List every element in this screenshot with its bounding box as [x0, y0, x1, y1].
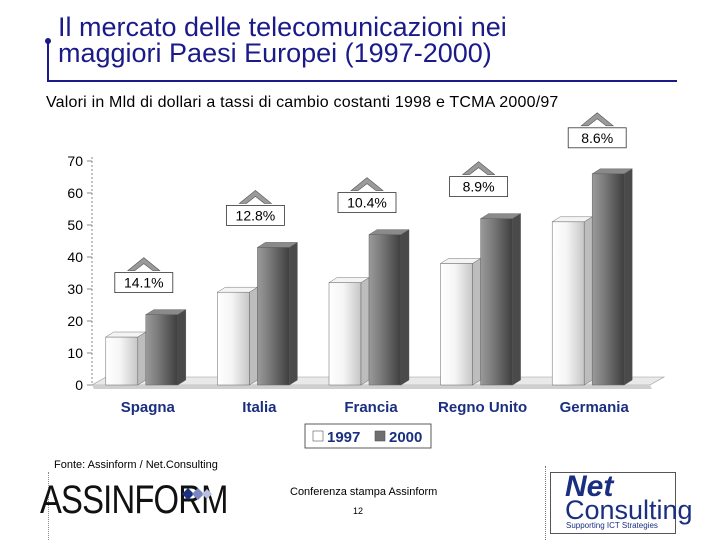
bar-2000-top	[256, 242, 299, 248]
y-tick-label: 10	[67, 345, 83, 361]
bar-2000-side	[177, 309, 187, 386]
assinform-logo-mark-icon	[182, 488, 212, 500]
netconsulting-tagline: Supporting ICT Strategies	[566, 521, 658, 530]
bar-2000-side	[289, 242, 298, 386]
assinform-logo: ASSINFORM	[40, 478, 228, 522]
y-tick-label: 60	[67, 185, 83, 201]
x-category-label: Italia	[242, 399, 277, 416]
page-title: Il mercato delle telecomunicazioni nei m…	[58, 12, 698, 68]
title-rule-vertical	[47, 40, 49, 80]
netconsulting-logo-consulting: Consulting	[565, 495, 693, 525]
growth-label-box	[449, 176, 509, 198]
growth-arrow-icon	[350, 177, 384, 191]
bar-1997-side	[360, 277, 370, 386]
growth-arrow-icon	[238, 190, 273, 204]
chart-subtitle: Valori in Mld di dollari a tassi di camb…	[46, 94, 559, 111]
bar-1997	[217, 291, 250, 386]
bar-2000-side	[624, 168, 633, 386]
bar-1997-side	[249, 286, 258, 386]
page-number: 12	[353, 506, 364, 516]
x-category-label: Spagna	[121, 399, 176, 416]
y-tick-label: 0	[75, 377, 83, 393]
growth-label: 14.1%	[124, 275, 164, 291]
bar-2000	[257, 247, 290, 386]
legend-swatch	[312, 430, 324, 442]
growth-label-box	[225, 204, 285, 226]
bar-2000	[591, 173, 625, 386]
growth-label: 12.8%	[236, 207, 276, 223]
source-note: Fonte: Assinform / Net.Consulting	[54, 459, 218, 471]
growth-arrow-icon	[461, 161, 496, 175]
title-line-2: maggiori Paesi Europei (1997-2000)	[58, 38, 492, 68]
bar-2000-side	[512, 213, 521, 386]
x-category-label: Francia	[344, 399, 398, 416]
y-tick-label: 40	[67, 249, 83, 265]
legend-swatch	[374, 430, 386, 442]
conference-label: Conferenza stampa Assinform	[290, 486, 438, 498]
growth-label-box	[337, 192, 397, 214]
y-tick-label: 50	[67, 217, 83, 233]
growth-label: 8.9%	[463, 179, 495, 195]
y-tick-label: 20	[67, 313, 83, 329]
legend-box	[304, 423, 432, 449]
netconsulting-logo-frame	[550, 472, 676, 534]
title-line-1: Il mercato delle telecomunicazioni nei	[58, 12, 507, 42]
bar-2000-top	[145, 309, 187, 315]
netconsulting-logo-net: Net	[565, 470, 614, 503]
growth-arrow-icon	[126, 257, 161, 271]
bar-1997	[551, 221, 585, 386]
title-rule-horizontal	[47, 80, 677, 82]
footer-divider	[48, 472, 49, 540]
y-tick-label: 70	[67, 153, 83, 169]
bar-2000	[145, 314, 179, 386]
x-category-label: Regno Unito	[438, 399, 527, 416]
bar-chart: 0 10 20 30 40 50 60 70 Spagna Italia Francia Regno …	[67, 112, 666, 449]
legend-label: 2000	[389, 429, 422, 446]
bar-1997-side	[584, 216, 593, 386]
bar-1997	[328, 282, 362, 386]
bar-2000	[368, 234, 402, 386]
chart-floor-edge	[92, 385, 652, 389]
y-tick-label: 30	[67, 281, 83, 297]
growth-label-box	[114, 272, 174, 294]
bar-2000-top	[368, 229, 410, 235]
bar-1997-side	[472, 258, 481, 386]
growth-label-box	[567, 127, 627, 149]
growth-arrow-icon	[580, 112, 615, 127]
bar-2000	[480, 218, 513, 386]
legend-label: 1997	[327, 429, 360, 446]
bar-2000-side	[400, 229, 410, 386]
growth-label: 8.6%	[581, 130, 613, 146]
growth-label: 10.4%	[347, 195, 387, 211]
bar-2000-top	[591, 168, 633, 175]
x-category-label: Germania	[560, 399, 630, 416]
bar-1997-side	[137, 331, 147, 386]
bar-2000-top	[479, 213, 522, 219]
bar-1997	[105, 336, 139, 386]
bar-1997	[440, 263, 473, 386]
logo-divider	[545, 466, 546, 540]
